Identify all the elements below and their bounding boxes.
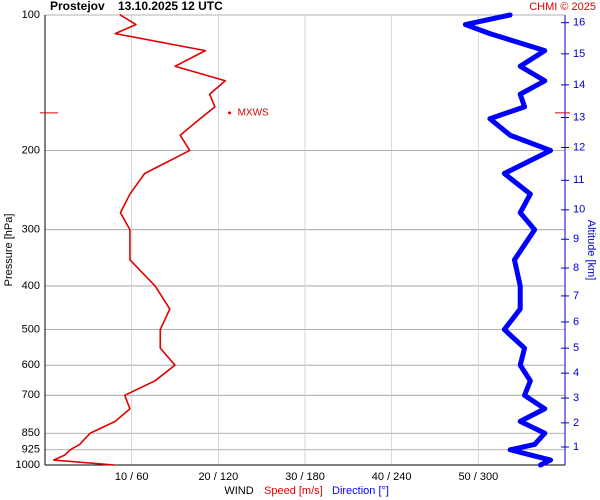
- y-tick-label: 600: [22, 359, 40, 371]
- y2-tick-label: 7: [573, 290, 579, 302]
- y2-tick-label: 11: [573, 174, 584, 186]
- y2-tick-label: 1: [573, 441, 579, 453]
- annotation: MXWS: [238, 108, 269, 119]
- direction-line: [462, 12, 554, 468]
- credit: CHMI © 2025: [529, 1, 596, 13]
- y2-tick-label: 15: [573, 48, 585, 60]
- x-tick-label: 30 / 180: [285, 471, 325, 483]
- y-tick-label: 700: [22, 389, 40, 401]
- y2-tick-label: 2: [573, 417, 579, 429]
- chart-subtitle: 13.10.2025 12 UTC: [118, 0, 223, 13]
- y-tick-label: 200: [22, 144, 40, 156]
- y2-tick-label: 13: [573, 111, 585, 123]
- y-tick-label: 100: [22, 9, 40, 21]
- y-tick-label: 300: [22, 224, 40, 236]
- y2-tick-label: 10: [573, 204, 585, 216]
- legend-entry: Speed [m/s]: [264, 485, 323, 497]
- y2-tick-label: 9: [573, 233, 579, 245]
- chart-title: Prostejov: [50, 0, 105, 13]
- y2-tick-label: 8: [573, 262, 579, 274]
- legend-entry: Direction [°]: [332, 485, 389, 497]
- y2-tick-label: 4: [573, 367, 579, 379]
- y-tick-label: 925: [22, 444, 40, 456]
- y2-tick-label: 6: [573, 316, 579, 328]
- x-axis-label: WIND: [224, 485, 253, 497]
- y2-tick-label: 14: [573, 79, 585, 91]
- mxws-point: [228, 111, 232, 115]
- y2-axis-label: Altitude [km]: [585, 220, 597, 281]
- y-axis-label: Pressure [hPa]: [3, 214, 15, 287]
- y-tick-label: 500: [22, 323, 40, 335]
- y2-tick-label: 5: [573, 342, 579, 354]
- y2-tick-label: 3: [573, 392, 579, 404]
- x-tick-label: 20 / 120: [198, 471, 238, 483]
- x-tick-label: 40 / 240: [372, 471, 412, 483]
- x-tick-label: 10 / 60: [115, 471, 149, 483]
- y-tick-label: 400: [22, 280, 40, 292]
- y2-tick-label: 12: [573, 141, 585, 153]
- x-tick-label: 50 / 300: [458, 471, 498, 483]
- y-tick-label: 850: [22, 427, 40, 439]
- y2-tick-label: 16: [573, 17, 585, 29]
- speed-line: [52, 14, 227, 466]
- y-tick-label: 1000: [16, 459, 40, 471]
